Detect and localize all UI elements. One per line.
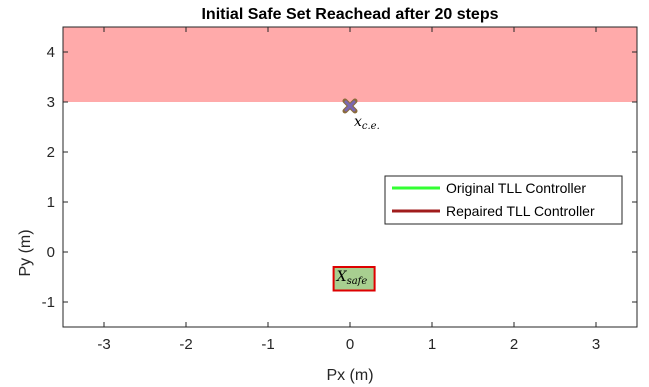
x-tick-label: -2 [179,336,192,353]
x-axis-ticks: -3 -2 -1 0 1 2 3 [97,27,600,353]
x-tick-label: 0 [346,336,354,353]
y-tick-label: 0 [47,244,55,261]
legend-label-original: Original TLL Controller [446,180,586,196]
x-tick-label: 1 [428,336,436,353]
unsafe-region [63,27,637,102]
legend: Original TLL Controller Repaired TLL Con… [384,175,623,225]
x-axis-label: Px (m) [326,367,373,384]
y-axis-label: Py (m) [17,229,34,276]
y-tick-label: 3 [47,94,55,111]
x-tick-label: 3 [592,336,600,353]
safe-set-label-sub: safe [347,276,368,287]
counterexample-label-main: x [354,114,362,130]
counterexample-marker [342,98,358,114]
legend-label-repaired: Repaired TLL Controller [446,203,595,219]
counterexample-marker-stroke-inner [344,100,356,112]
legend-box [384,175,623,225]
x-tick-label: -3 [97,336,110,353]
safe-set-box [332,266,376,292]
x-tick-label: 2 [510,336,518,353]
counterexample-label-sub: c.e. [362,121,380,132]
y-tick-label: 1 [47,194,55,211]
safe-set-label-main: X [336,269,348,285]
counterexample-label: xc.e. [354,114,380,132]
y-tick-label: 4 [47,44,55,61]
plot-area: -3 -2 -1 0 1 2 3 -1 0 1 2 3 4 Xsafe xc.e. Original … [42,26,638,353]
safe-set-label: Xsafe [336,269,368,287]
y-tick-label: -1 [42,294,55,311]
x-tick-label: -1 [261,336,274,353]
y-tick-label: 2 [47,144,55,161]
y-axis-ticks: -1 0 1 2 3 4 [42,44,637,311]
chart-title: Initial Safe Set Reachead after 20 steps [201,6,498,23]
